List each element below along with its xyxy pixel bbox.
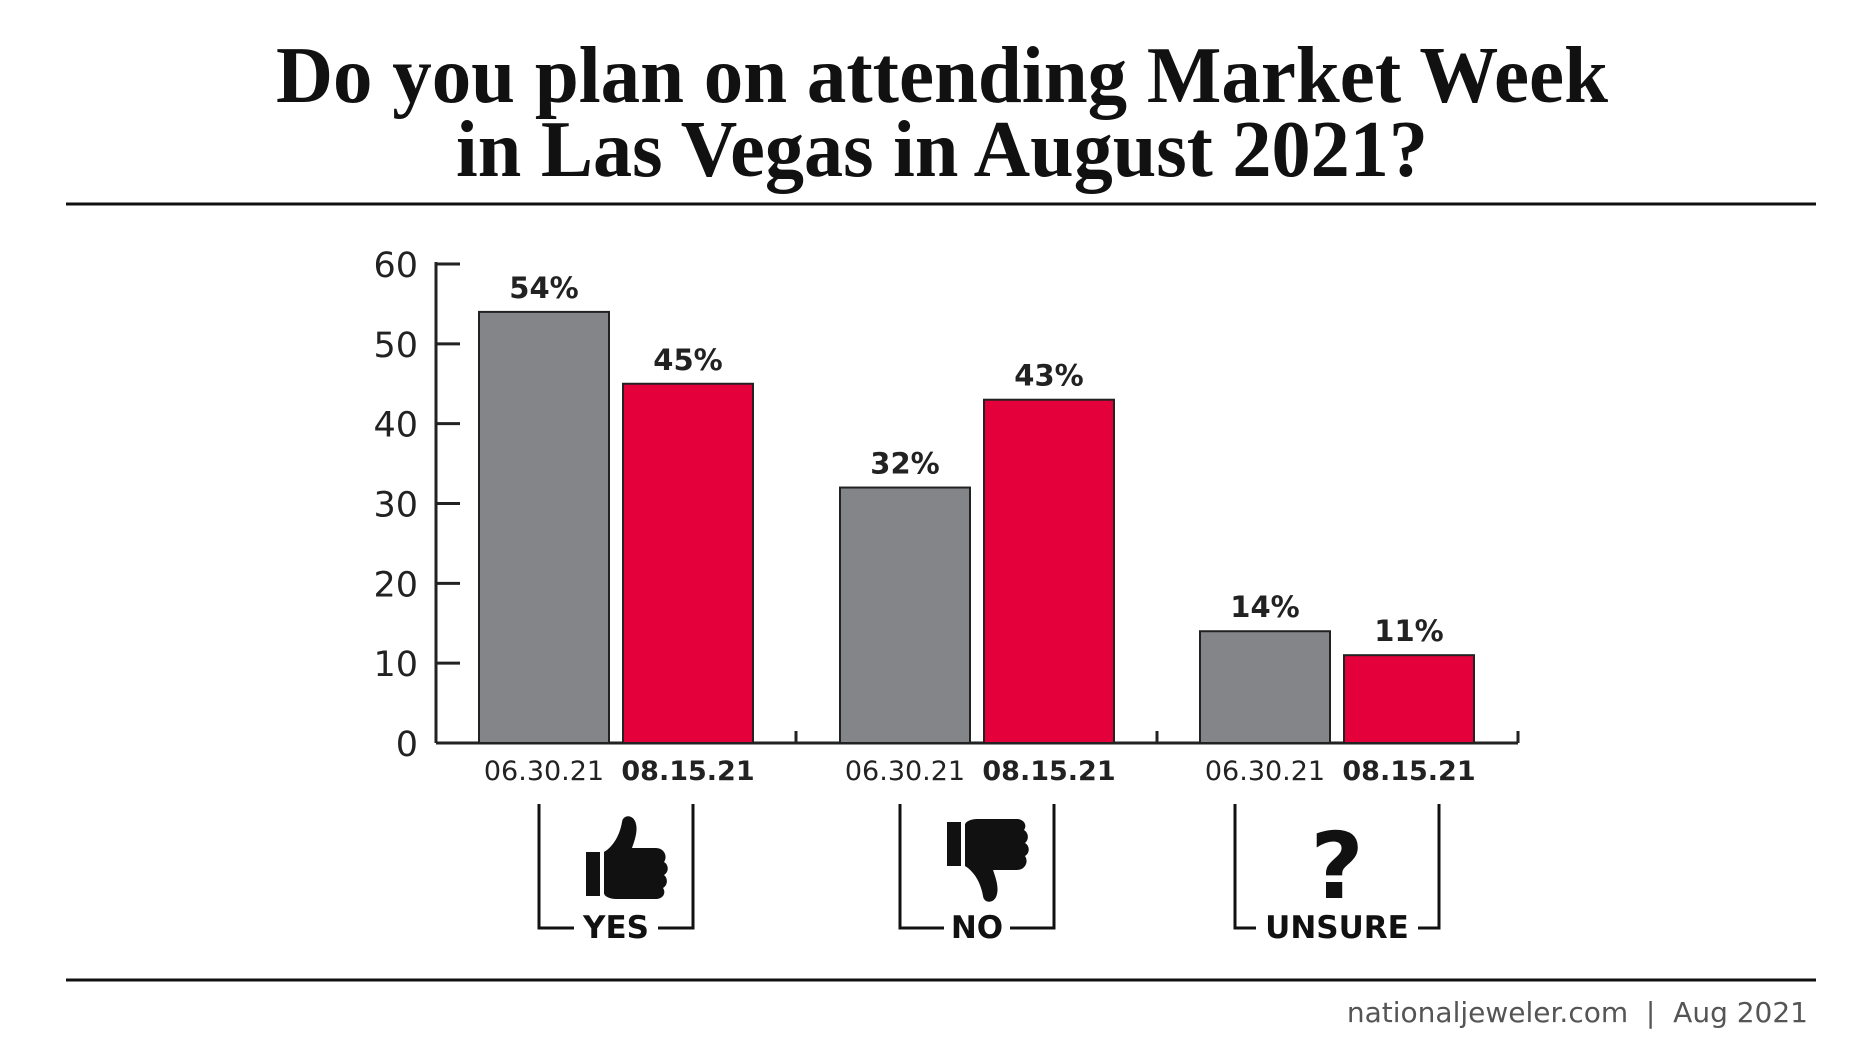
y-tick-label: 20 [373,565,418,605]
bar-unsure-06.30.21 [1199,630,1331,745]
data-label: 54% [509,271,578,305]
category-label-yes: YES [582,910,649,946]
category-bracket-right [1010,804,1056,930]
bar-no-08.15.21 [983,398,1115,744]
y-tick-label: 10 [373,645,418,685]
bar-yes-08.15.21 [622,382,754,744]
data-label: 14% [1230,590,1299,624]
x-date-label: 06.30.21 [845,756,965,787]
chart-title-line-1: Do you plan on attending Market Week [276,32,1609,120]
category-bracket-left [1233,804,1256,930]
bar-unsure-08.15.21 [1343,654,1475,745]
y-tick-label: 30 [373,486,418,526]
x-date-label: 08.15.21 [621,756,754,787]
category-label-no: NO [951,910,1003,946]
category-bracket-left [537,804,574,930]
y-tick-label: 0 [396,725,418,765]
thumbs-up-icon [586,816,668,899]
x-date-label: 08.15.21 [1342,756,1475,787]
x-date-label: 06.30.21 [1205,756,1325,787]
bar-yes-06.30.21 [478,310,610,744]
category-bracket-right [1418,804,1441,930]
data-label: 43% [1014,359,1083,393]
chart-title-line-2: in Las Vegas in August 2021? [456,106,1428,194]
data-label: 32% [870,447,939,481]
question-mark-icon: ? [1310,813,1363,920]
thumbs-down-icon [947,819,1029,902]
category-bracket-left [898,804,944,930]
footer-credit: nationaljeweler.com | Aug 2021 [1347,996,1808,1029]
y-tick-label: 50 [373,326,418,366]
y-tick-label: 60 [373,246,418,286]
x-date-label: 06.30.21 [484,756,604,787]
x-date-label: 08.15.21 [982,756,1115,787]
category-label-unsure: UNSURE [1265,910,1409,946]
data-label: 11% [1374,614,1443,648]
bar-no-06.30.21 [839,486,971,744]
data-label: 45% [653,343,722,377]
category-bracket-right [658,804,695,930]
y-tick-label: 40 [373,406,418,446]
